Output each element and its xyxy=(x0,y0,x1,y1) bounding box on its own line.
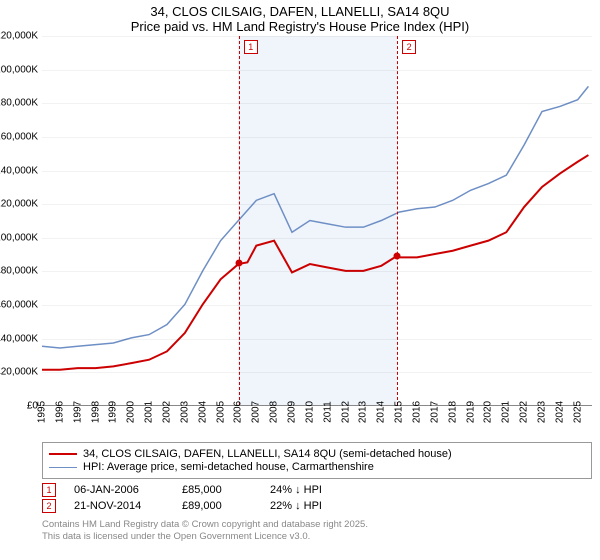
series-line-hpi xyxy=(42,86,588,348)
attribution-line-2: This data is licensed under the Open Gov… xyxy=(42,531,592,543)
x-tick-label: 2007 xyxy=(251,401,262,423)
x-tick-label: 2009 xyxy=(287,401,298,423)
line-series-svg xyxy=(42,36,592,405)
y-tick-label: £220,000K xyxy=(0,31,38,42)
y-axis: £0£20,000K£40,000K£60,000K£80,000K£100,0… xyxy=(0,36,42,405)
x-tick-label: 2015 xyxy=(394,401,405,423)
x-axis: 1995199619971998199920002001200220032004… xyxy=(42,406,592,440)
x-tick-label: 1996 xyxy=(54,401,65,423)
x-tick-label: 2019 xyxy=(465,401,476,423)
marker-dot xyxy=(235,260,242,267)
series-line-price_paid xyxy=(42,155,588,370)
chart-plot-area: £0£20,000K£40,000K£60,000K£80,000K£100,0… xyxy=(42,36,592,406)
marker-delta-2: 22% ↓ HPI xyxy=(270,500,370,512)
y-tick-label: £140,000K xyxy=(0,165,38,176)
x-tick-label: 2006 xyxy=(233,401,244,423)
x-tick-label: 2016 xyxy=(412,401,423,423)
marker-badge-1: 1 xyxy=(42,483,56,497)
marker-row-1: 1 06-JAN-2006 £85,000 24% ↓ HPI xyxy=(42,483,592,497)
y-tick-label: £60,000K xyxy=(0,300,38,311)
y-tick-label: £160,000K xyxy=(0,131,38,142)
x-tick-label: 2001 xyxy=(144,401,155,423)
x-tick-label: 1998 xyxy=(90,401,101,423)
y-tick-label: £180,000K xyxy=(0,98,38,109)
x-tick-label: 2005 xyxy=(215,401,226,423)
marker-date-2: 21-NOV-2014 xyxy=(74,500,164,512)
marker-delta-1: 24% ↓ HPI xyxy=(270,484,370,496)
y-tick-label: £20,000K xyxy=(0,367,38,378)
y-tick-label: £80,000K xyxy=(0,266,38,277)
x-tick-label: 2008 xyxy=(269,401,280,423)
x-tick-label: 2011 xyxy=(322,401,333,423)
legend-swatch-hpi xyxy=(49,467,77,468)
legend-item-price-paid: 34, CLOS CILSAIG, DAFEN, LLANELLI, SA14 … xyxy=(49,448,585,460)
x-tick-label: 2002 xyxy=(162,401,173,423)
y-tick-label: £200,000K xyxy=(0,64,38,75)
attribution-line-1: Contains HM Land Registry data © Crown c… xyxy=(42,519,592,531)
legend: 34, CLOS CILSAIG, DAFEN, LLANELLI, SA14 … xyxy=(42,442,592,479)
y-tick-label: £120,000K xyxy=(0,199,38,210)
marker-date-1: 06-JAN-2006 xyxy=(74,484,164,496)
x-tick-label: 2010 xyxy=(304,401,315,423)
x-tick-label: 2018 xyxy=(447,401,458,423)
x-tick-label: 1995 xyxy=(37,401,48,423)
x-tick-label: 2023 xyxy=(537,401,548,423)
x-tick-label: 2012 xyxy=(340,401,351,423)
legend-swatch-price-paid xyxy=(49,453,77,455)
marker-row-2: 2 21-NOV-2014 £89,000 22% ↓ HPI xyxy=(42,499,592,513)
legend-item-hpi: HPI: Average price, semi-detached house,… xyxy=(49,461,585,473)
x-tick-label: 2000 xyxy=(126,401,137,423)
chart-title: 34, CLOS CILSAIG, DAFEN, LLANELLI, SA14 … xyxy=(0,0,600,36)
x-tick-label: 2025 xyxy=(572,401,583,423)
marker-price-1: £85,000 xyxy=(182,484,252,496)
y-tick-label: £100,000K xyxy=(0,232,38,243)
legend-label-hpi: HPI: Average price, semi-detached house,… xyxy=(83,461,374,473)
x-tick-label: 2024 xyxy=(554,401,565,423)
title-line-1: 34, CLOS CILSAIG, DAFEN, LLANELLI, SA14 … xyxy=(0,4,600,19)
x-tick-label: 1999 xyxy=(108,401,119,423)
plot-canvas: 12 xyxy=(42,36,592,405)
x-tick-label: 2017 xyxy=(429,401,440,423)
legend-label-price-paid: 34, CLOS CILSAIG, DAFEN, LLANELLI, SA14 … xyxy=(83,448,452,460)
x-tick-label: 2003 xyxy=(179,401,190,423)
x-tick-label: 1997 xyxy=(72,401,83,423)
x-tick-label: 2021 xyxy=(501,401,512,423)
marker-badge: 1 xyxy=(244,40,258,54)
marker-badge-2: 2 xyxy=(42,499,56,513)
marker-price-2: £89,000 xyxy=(182,500,252,512)
marker-vline xyxy=(397,36,398,405)
x-tick-label: 2020 xyxy=(483,401,494,423)
x-tick-label: 2013 xyxy=(358,401,369,423)
markers-table: 1 06-JAN-2006 £85,000 24% ↓ HPI 2 21-NOV… xyxy=(42,483,592,513)
marker-dot xyxy=(394,253,401,260)
marker-badge: 2 xyxy=(402,40,416,54)
x-tick-label: 2004 xyxy=(197,401,208,423)
y-tick-label: £40,000K xyxy=(0,333,38,344)
title-line-2: Price paid vs. HM Land Registry's House … xyxy=(0,19,600,34)
x-tick-label: 2014 xyxy=(376,401,387,423)
marker-vline xyxy=(239,36,240,405)
x-tick-label: 2022 xyxy=(519,401,530,423)
attribution: Contains HM Land Registry data © Crown c… xyxy=(42,519,592,543)
